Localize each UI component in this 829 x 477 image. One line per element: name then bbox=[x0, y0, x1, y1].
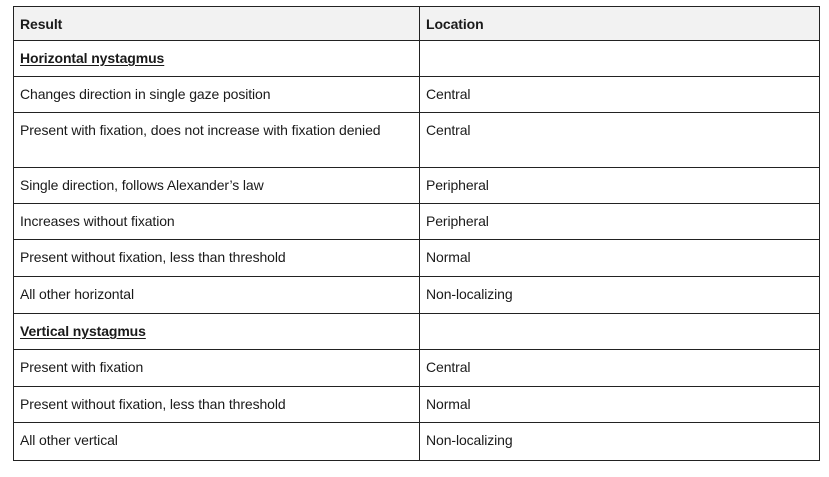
table-row: All other horizontal Non-localizing bbox=[13, 276, 820, 314]
location-cell: Normal bbox=[419, 239, 820, 277]
header-location: Location bbox=[419, 6, 820, 41]
result-cell: Increases without fixation bbox=[13, 203, 420, 240]
table-row: Increases without fixation Peripheral bbox=[13, 203, 820, 240]
table-row: Present with fixation, does not increase… bbox=[13, 112, 820, 168]
location-cell: Peripheral bbox=[419, 167, 820, 204]
section-title: Horizontal nystagmus bbox=[13, 40, 420, 77]
section-title: Vertical nystagmus bbox=[13, 313, 420, 350]
header-result: Result bbox=[13, 6, 420, 41]
location-cell: Central bbox=[419, 76, 820, 113]
table-row: Present with fixation Central bbox=[13, 349, 820, 387]
location-cell: Central bbox=[419, 112, 820, 168]
location-cell: Peripheral bbox=[419, 203, 820, 240]
section-location-empty bbox=[419, 313, 820, 350]
result-cell: Present without fixation, less than thre… bbox=[13, 386, 420, 423]
result-cell: Single direction, follows Alexander’s la… bbox=[13, 167, 420, 204]
table-row: Changes direction in single gaze positio… bbox=[13, 76, 820, 113]
table-row: Present without fixation, less than thre… bbox=[13, 239, 820, 277]
result-cell: All other vertical bbox=[13, 422, 420, 461]
location-cell: Non-localizing bbox=[419, 276, 820, 314]
location-cell: Non-localizing bbox=[419, 422, 820, 461]
section-row-vertical: Vertical nystagmus bbox=[13, 313, 820, 350]
table-row: All other vertical Non-localizing bbox=[13, 422, 820, 461]
result-cell: Changes direction in single gaze positio… bbox=[13, 76, 420, 113]
nystagmus-table: Result Location Horizontal nystagmus Cha… bbox=[13, 6, 820, 461]
result-cell: All other horizontal bbox=[13, 276, 420, 314]
result-cell: Present without fixation, less than thre… bbox=[13, 239, 420, 277]
table-row: Present without fixation, less than thre… bbox=[13, 386, 820, 423]
section-row-horizontal: Horizontal nystagmus bbox=[13, 40, 820, 77]
location-cell: Normal bbox=[419, 386, 820, 423]
result-cell: Present with fixation bbox=[13, 349, 420, 387]
result-cell: Present with fixation, does not increase… bbox=[13, 112, 420, 168]
header-row: Result Location bbox=[13, 6, 820, 41]
table-row: Single direction, follows Alexander’s la… bbox=[13, 167, 820, 204]
section-location-empty bbox=[419, 40, 820, 77]
location-cell: Central bbox=[419, 349, 820, 387]
